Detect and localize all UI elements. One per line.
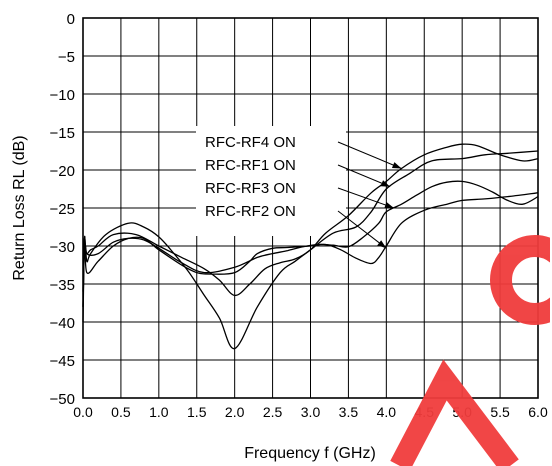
y-tick-label: −50 (50, 391, 75, 408)
series-line-2 (82, 150, 539, 350)
annotation-arrow-line (337, 141, 402, 169)
x-tick-label: 2.0 (225, 404, 245, 420)
y-tick-label: −40 (50, 315, 75, 332)
y-axis-label: Return Loss RL (dB) (11, 135, 28, 280)
y-tick-label: −35 (50, 277, 75, 294)
y-tick-label: −10 (50, 87, 75, 104)
annotation-arrow-line (337, 164, 391, 188)
annotation-arrowhead (377, 240, 387, 249)
annotation-arrowhead (380, 180, 391, 187)
x-tick-label: 3.5 (339, 404, 359, 420)
annotation-arrowhead (384, 201, 394, 208)
y-tick-label: −30 (50, 239, 75, 256)
series-annotation-label: RFC-RF1 ON (205, 157, 296, 174)
series-lines (82, 143, 539, 350)
series-line-4 (82, 192, 539, 323)
series-annotation-label: RFC-RF2 ON (205, 203, 296, 220)
x-tick-label: 4.0 (377, 404, 397, 420)
series-annotations: RFC-RF4 ON RFC-RF1 ON RFC-RF3 ON RFC-RF2 ON (205, 134, 402, 249)
x-tick-label: 0.5 (111, 404, 131, 420)
x-tick-label: 0.0 (73, 404, 93, 420)
x-axis-label: Frequency f (GHz) (244, 445, 376, 462)
annotation-box (196, 126, 346, 236)
series-annotation-label: RFC-RF3 ON (205, 180, 296, 197)
x-tick-label: 5.5 (490, 404, 510, 420)
annotation-arrowhead (391, 162, 402, 169)
series-line-1 (82, 143, 539, 307)
x-tick-label: 6.0 (528, 404, 548, 420)
y-tick-label: −5 (58, 49, 75, 66)
watermark-logo (360, 220, 550, 466)
annotation-arrow-line (337, 187, 395, 209)
y-tick-label: −15 (50, 125, 75, 142)
series-annotation-label: RFC-RF4 ON (205, 134, 296, 151)
x-tick-label: 1.5 (187, 404, 207, 420)
annotation-arrow-line (337, 210, 387, 249)
y-tick-label: −20 (50, 163, 75, 180)
x-tick-label: 2.5 (263, 404, 283, 420)
y-tick-label: −45 (50, 353, 75, 370)
x-tick-label: 1.0 (149, 404, 169, 420)
y-tick-label: −25 (50, 201, 75, 218)
plot-frame (82, 17, 539, 399)
x-tick-label: 3.0 (301, 404, 321, 420)
y-tick-labels: 0 −5 −10 −15 −20 −25 −30 −35 −40 −45 −50 (50, 11, 75, 408)
y-tick-label: 0 (67, 11, 75, 28)
